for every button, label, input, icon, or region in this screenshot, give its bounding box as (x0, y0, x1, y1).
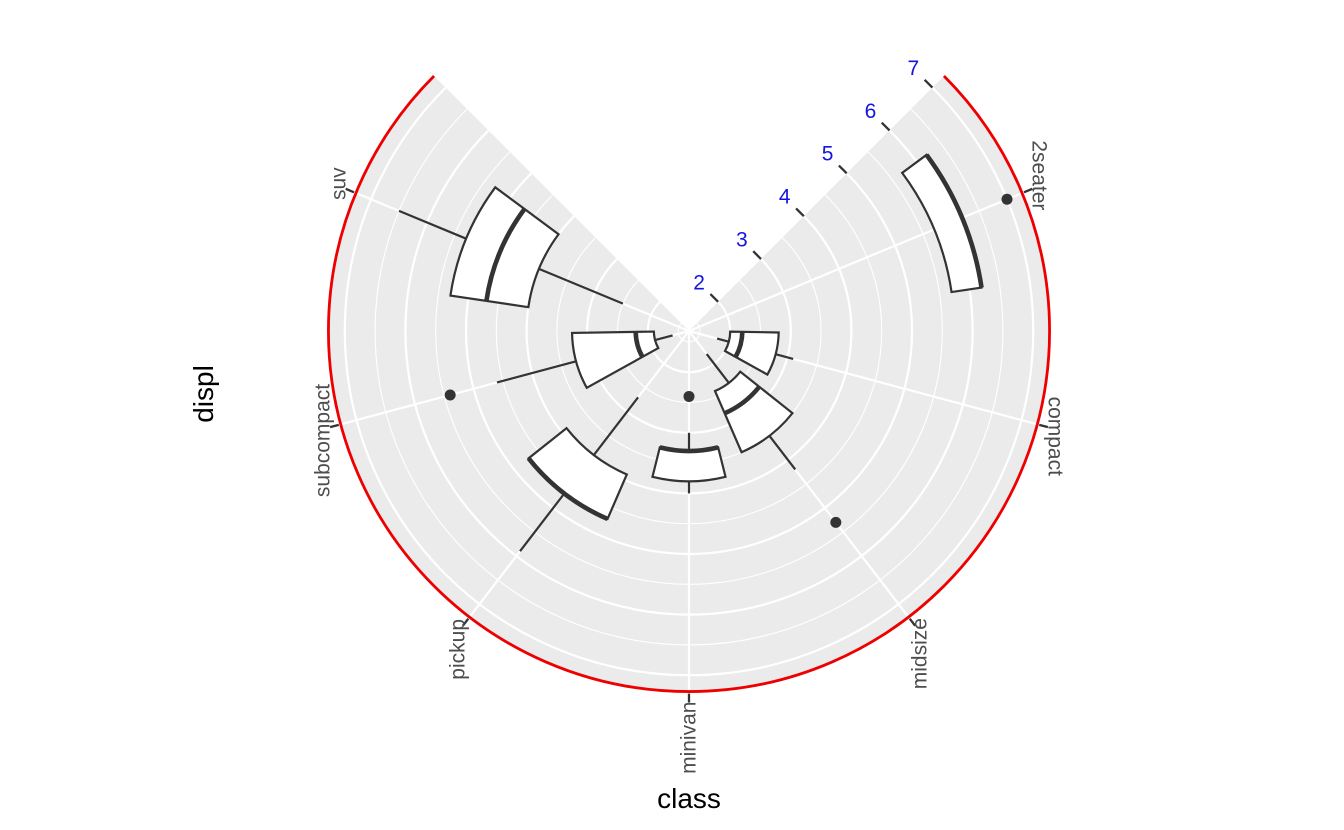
boxplot-median (723, 385, 762, 416)
category-label-midsize: midsize (908, 618, 931, 689)
category-label-minivan: minivan (678, 702, 701, 774)
outlier-dot (1001, 193, 1013, 205)
category-label-2seater: 2seater (1028, 140, 1051, 210)
boxplot-median (633, 331, 645, 359)
r-axis-tick (880, 121, 891, 132)
r-axis-tick-label: 7 (907, 57, 919, 80)
grid-spoke (688, 191, 1023, 333)
category-tick (461, 617, 470, 627)
category-label-suv: suv (327, 167, 350, 200)
category-label-pickup: pickup (447, 619, 470, 680)
r-axis-tick-label: 5 (822, 143, 834, 166)
boxplot-whisker-lower (705, 353, 730, 384)
boxplot-median (484, 207, 527, 302)
boxplot-whisker-upper (398, 209, 467, 240)
outlier-dot (444, 389, 456, 401)
boxplot-whisker-upper (768, 435, 797, 471)
r-axis-tick (752, 250, 762, 260)
category-tick (329, 423, 340, 429)
boxplot-whisker-upper (775, 353, 794, 360)
r-axis-tick-label: 2 (693, 271, 705, 294)
boxplot-whisker-upper (519, 492, 566, 552)
boxplot-whisker-upper (496, 360, 577, 384)
boxplot-whisker-lower (538, 267, 624, 305)
category-label-subcompact: subcompact (311, 384, 334, 497)
category-tick (908, 617, 917, 627)
x-axis-title: class (657, 783, 721, 814)
boxplot-median (659, 445, 719, 454)
boxplot-median (924, 153, 984, 288)
boxplot-whisker-lower (592, 396, 639, 456)
y-axis-title: displ (188, 365, 219, 423)
category-tick (1023, 187, 1033, 194)
boxplot-box-compact (723, 330, 780, 377)
boxplot-whisker-lower (654, 334, 673, 342)
boxplot-box-midsize (713, 370, 795, 454)
boxplot-median (733, 331, 745, 359)
r-axis-tick (795, 207, 805, 217)
boxplot-median (526, 456, 609, 522)
r-axis-tick-label: 3 (736, 228, 748, 251)
chart-generated-layer: 2 3 4 5 6 7 2seater compact midsize minivan pickup… (311, 57, 1066, 774)
category-label-compact: compact (1044, 397, 1067, 477)
r-axis-tick (838, 164, 848, 175)
r-axis-tick (923, 79, 934, 89)
r-axis-tick (709, 293, 719, 303)
r-axis-tick-label: 6 (865, 100, 877, 123)
category-tick (345, 187, 355, 194)
outlier-dot (830, 516, 842, 528)
boxplot-whisker-lower (716, 337, 730, 343)
r-axis-tick-label: 4 (779, 186, 791, 209)
category-tick (1038, 423, 1049, 429)
outer-outline-arc (327, 75, 1051, 693)
outlier-dot (683, 390, 695, 402)
